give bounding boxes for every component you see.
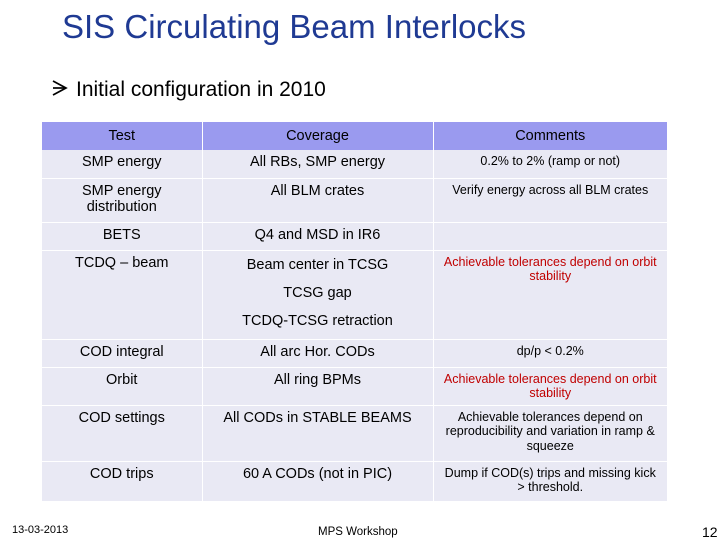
cell-coverage: All RBs, SMP energy <box>202 150 434 179</box>
table-row: SMP energy All RBs, SMP energy 0.2% to 2… <box>42 150 667 179</box>
cell-comments <box>433 222 667 251</box>
interlock-table: Test Coverage Comments SMP energy All RB… <box>42 122 667 502</box>
table-header-row: Test Coverage Comments <box>42 122 667 150</box>
cell-test: SMP energy distribution <box>42 178 203 223</box>
bullet-text: Initial configuration in 2010 <box>76 78 326 101</box>
cell-coverage: All ring BPMs <box>202 367 434 406</box>
table-row: BETS Q4 and MSD in IR6 <box>42 222 667 251</box>
table-row: COD integral All arc Hor. CODs dp/p < 0.… <box>42 339 667 368</box>
table-row: COD trips 60 A CODs (not in PIC) Dump if… <box>42 461 667 502</box>
cell-test: COD trips <box>42 461 203 502</box>
cell-comments: Dump if COD(s) trips and missing kick > … <box>433 461 667 502</box>
bullet-item: Initial configuration in 2010 <box>52 78 326 102</box>
cell-comments: dp/p < 0.2% <box>433 339 667 368</box>
cell-comments: 0.2% to 2% (ramp or not) <box>433 150 667 179</box>
page-number: 12 <box>702 524 718 540</box>
cell-test: BETS <box>42 222 203 251</box>
cell-coverage: All arc Hor. CODs <box>202 339 434 368</box>
cell-test: Orbit <box>42 367 203 406</box>
cell-test: COD integral <box>42 339 203 368</box>
cell-coverage: All CODs in STABLE BEAMS <box>202 405 434 462</box>
table-row: Orbit All ring BPMs Achievable tolerance… <box>42 367 667 406</box>
header-coverage: Coverage <box>202 122 434 150</box>
footer-event: MPS Workshop <box>318 526 398 538</box>
table-row: COD settings All CODs in STABLE BEAMS Ac… <box>42 405 667 462</box>
cell-comments: Achievable tolerances depend on orbit st… <box>433 367 667 406</box>
slide-title: SIS Circulating Beam Interlocks <box>62 8 527 45</box>
cell-test: COD settings <box>42 405 203 462</box>
table-row: TCDQ – beam Beam center in TCSG TCSG gap… <box>42 250 667 340</box>
cell-comments: Achievable tolerances depend on orbit st… <box>433 250 667 340</box>
coverage-line: TCDQ-TCSG retraction <box>242 312 393 329</box>
cell-coverage: 60 A CODs (not in PIC) <box>202 461 434 502</box>
cell-coverage: Beam center in TCSG TCSG gap TCDQ-TCSG r… <box>202 250 434 340</box>
header-test: Test <box>42 122 203 150</box>
arrow-right-icon <box>52 78 76 102</box>
table-row: SMP energy distribution All BLM crates V… <box>42 178 667 223</box>
coverage-line: TCSG gap <box>283 284 352 301</box>
cell-coverage: Q4 and MSD in IR6 <box>202 222 434 251</box>
header-comments: Comments <box>433 122 667 150</box>
cell-comments: Achievable tolerances depend on reproduc… <box>433 405 667 462</box>
cell-test: SMP energy <box>42 150 203 179</box>
footer-date: 13-03-2013 <box>12 524 69 536</box>
cell-test: TCDQ – beam <box>42 250 203 340</box>
cell-comments: Verify energy across all BLM crates <box>433 178 667 223</box>
cell-coverage: All BLM crates <box>202 178 434 223</box>
coverage-line: Beam center in TCSG <box>246 256 389 273</box>
